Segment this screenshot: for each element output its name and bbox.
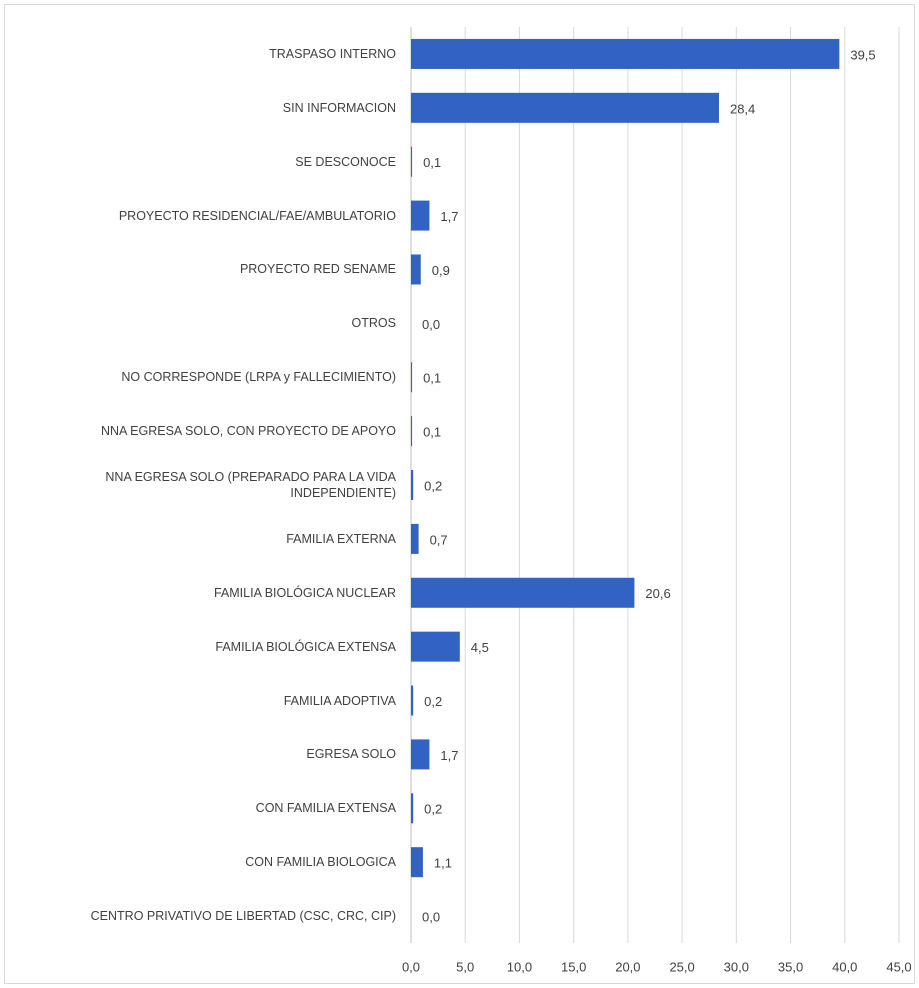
y-tick-label: TRASPASO INTERNO	[269, 46, 396, 61]
x-tick-label: 25,0	[669, 959, 694, 974]
x-tick-label: 15,0	[561, 959, 586, 974]
bar	[411, 631, 460, 662]
data-label: 0,9	[432, 263, 450, 278]
data-label: 1,1	[434, 856, 452, 871]
x-tick-label: 0,0	[402, 959, 420, 974]
data-label: 0,1	[423, 155, 441, 170]
data-label: 28,4	[730, 101, 755, 116]
data-label: 0,2	[424, 802, 442, 817]
y-tick-label: CENTRO PRIVATIVO DE LIBERTAD (CSC, CRC, …	[90, 909, 396, 924]
y-tick-label: SIN INFORMACION	[282, 100, 396, 115]
bar	[411, 470, 414, 500]
bar	[411, 847, 423, 878]
bar	[411, 254, 421, 285]
y-tick-label: PROYECTO RESIDENCIAL/FAE/AMBULATORIO	[118, 208, 396, 223]
data-label: 39,5	[850, 47, 875, 62]
bar	[411, 38, 840, 69]
y-tick-label: FAMILIA BIOLÓGICA EXTENSA	[215, 639, 396, 654]
y-tick-label: SE DESCONOCE	[295, 154, 396, 169]
data-label: 0,0	[422, 909, 440, 924]
bar	[411, 92, 719, 123]
x-tick-label: 45,0	[886, 959, 911, 974]
bar	[411, 577, 635, 608]
bar	[411, 200, 430, 231]
y-tick-label: PROYECTO RED SENAME	[239, 262, 396, 277]
bar	[411, 793, 414, 824]
y-tick-label: NNA EGRESA SOLO (PREPARADO PARA LA VIDA …	[105, 470, 396, 500]
data-label: 0,2	[424, 694, 442, 709]
bar	[411, 523, 419, 554]
data-label: 0,0	[422, 317, 440, 332]
y-tick-label: CON FAMILIA EXTENSA	[255, 801, 396, 816]
y-tick-label: OTROS	[351, 316, 396, 331]
bar	[411, 146, 413, 177]
chart-border	[4, 4, 915, 984]
data-label: 1,7	[440, 209, 458, 224]
data-label: 4,5	[471, 640, 489, 655]
data-label: 0,2	[424, 478, 442, 493]
x-tick-label: 40,0	[832, 959, 857, 974]
x-tick-label: 5,0	[456, 959, 474, 974]
x-tick-label: 35,0	[778, 959, 803, 974]
y-tick-label: EGRESA SOLO	[306, 747, 396, 762]
x-tick-label: 10,0	[507, 959, 532, 974]
data-label: 0,1	[423, 371, 441, 386]
x-tick-label: 30,0	[724, 959, 749, 974]
bar	[411, 685, 414, 716]
y-tick-label: CON FAMILIA BIOLOGICA	[245, 855, 396, 870]
data-label: 20,6	[645, 586, 670, 601]
y-tick-label: FAMILIA BIOLÓGICA NUCLEAR	[213, 585, 396, 600]
x-tick-label: 20,0	[615, 959, 640, 974]
data-label: 0,7	[430, 532, 448, 547]
bar	[411, 739, 430, 770]
y-tick-label: NNA EGRESA SOLO, CON PROYECTO DE APOYO	[101, 424, 396, 439]
data-label: 0,1	[423, 425, 441, 440]
bar	[411, 416, 413, 447]
data-label: 1,7	[440, 748, 458, 763]
bar	[411, 362, 413, 393]
y-tick-label: NO CORRESPONDE (LRPA y FALLECIMIENTO)	[121, 370, 396, 385]
y-tick-label: FAMILIA ADOPTIVA	[283, 693, 396, 708]
y-tick-label: FAMILIA EXTERNA	[286, 531, 396, 546]
